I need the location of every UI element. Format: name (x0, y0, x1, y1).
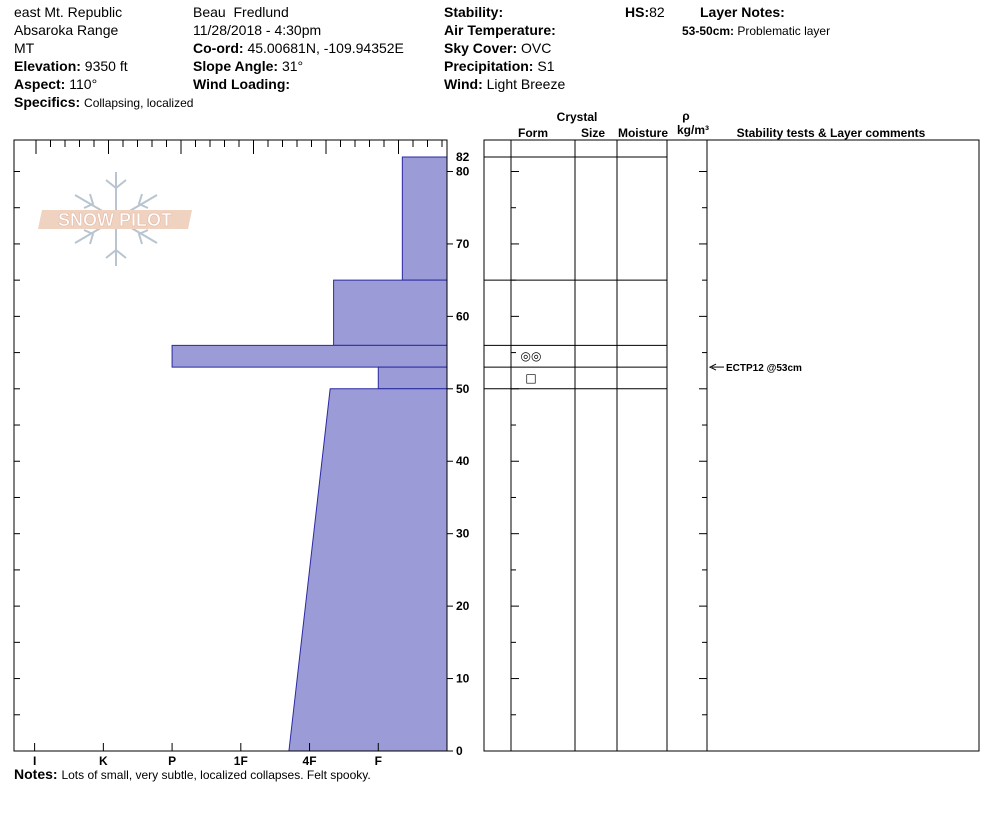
specifics-label: Specifics: (14, 94, 81, 110)
aspect-label: Aspect: (14, 76, 66, 92)
stability-comments-header: Stability tests & Layer comments (737, 126, 926, 140)
hardness-layer-bar (377, 366, 448, 390)
depth-tick-label: 10 (456, 672, 470, 686)
coord-row: Co-ord: 45.00681N, -109.94352E (193, 39, 404, 57)
depth-tick-label: 40 (456, 454, 470, 468)
observer-name: Beau Fredlund (193, 4, 289, 20)
hardness-tick-label: 1F (234, 754, 248, 768)
notes-label: Notes: (14, 766, 58, 782)
aspect-row: Aspect: 110° (14, 75, 97, 93)
depth-tick-label: 0 (456, 744, 463, 758)
precip-row: Precipitation: S1 (444, 57, 554, 75)
size-header: Size (581, 126, 605, 140)
grain-form-symbol: ◎◎ (521, 349, 542, 363)
stability-test-label: ECTP12 @53cm (726, 363, 802, 374)
wind-row: Wind: Light Breeze (444, 75, 565, 93)
density-unit-header: kg/m³ (677, 123, 709, 137)
depth-tick-label: 20 (456, 599, 470, 613)
depth-tick-label: 60 (456, 309, 470, 323)
location-name: east Mt. Republic (14, 4, 123, 20)
layer-table: ◎◎ □ ECTP12 @53cm (483, 139, 980, 752)
hardness-layer-bar (171, 344, 448, 368)
elevation-row: Elevation: 9350 ft (14, 57, 128, 75)
hs-label: HS: (625, 4, 650, 20)
specifics-row: Specifics: Collapsing, localized (14, 93, 193, 112)
wind-loading-label: Wind Loading: (193, 76, 291, 92)
slope-value: 31° (281, 58, 304, 74)
sky-cover-label: Sky Cover: (444, 40, 518, 56)
layer-note-range: 53-50cm: (682, 24, 735, 38)
wind-value: Light Breeze (486, 76, 566, 92)
layer-table-frame (483, 139, 980, 752)
hardness-tick-label: P (168, 754, 176, 768)
grain-form-symbol: □ (525, 371, 536, 385)
notes-text: Lots of small, very subtle, localized co… (61, 768, 371, 782)
layer-note-row: 53-50cm: Problematic layer (682, 22, 830, 40)
density-symbol-header: ρ (682, 109, 689, 123)
stability-label: Stability: (444, 4, 504, 20)
logo-text-band: SNOW PILOT (38, 210, 192, 230)
sky-cover-value: OVC (521, 40, 552, 56)
hardness-tick-label: I (33, 754, 36, 768)
snowpilot-logo: SNOW PILOT (38, 172, 192, 266)
coord-value: 45.00681N, -109.94352E (247, 40, 404, 56)
layer-notes-label: Layer Notes: (700, 4, 785, 20)
hs-row: HS:82 (625, 3, 665, 21)
depth-tick-label: 80 (456, 164, 470, 178)
hardness-layer-bar (401, 156, 448, 281)
mountain-range: Absaroka Range (14, 22, 119, 38)
hardness-tick-label: K (99, 754, 108, 768)
crystal-header: Crystal (557, 110, 598, 124)
depth-tick-label: 70 (456, 237, 470, 251)
slope-row: Slope Angle: 31° (193, 57, 303, 75)
air-temp-row: Air Temperature: (444, 21, 556, 39)
state: MT (14, 40, 35, 56)
layer-note-text: Problematic layer (737, 24, 831, 38)
precip-value: S1 (537, 58, 555, 74)
coord-label: Co-ord: (193, 40, 244, 56)
layer-notes-title: Layer Notes: (700, 3, 785, 21)
depth-tick-label: 30 (456, 527, 470, 541)
wind-loading-row: Wind Loading: (193, 75, 290, 93)
stability-row: Stability: (444, 3, 503, 21)
elevation-label: Elevation: (14, 58, 81, 74)
hardness-tick-label: F (375, 754, 382, 768)
hs-tick-label: 82 (456, 150, 470, 164)
precip-label: Precipitation: (444, 58, 534, 74)
air-temp-label: Air Temperature: (444, 22, 556, 38)
notes-row: Notes: Lots of small, very subtle, local… (14, 766, 371, 782)
hs-value: 82 (649, 4, 665, 20)
moisture-header: Moisture (618, 126, 668, 140)
hardness-layer-bar (288, 388, 448, 752)
observation-datetime: 11/28/2018 - 4:30pm (193, 22, 322, 38)
depth-tick-label: 50 (456, 382, 470, 396)
specifics-value: Collapsing, localized (84, 96, 194, 110)
logo-text: SNOW PILOT (58, 210, 172, 230)
hardness-plot-frame (13, 139, 448, 752)
sky-cover-row: Sky Cover: OVC (444, 39, 551, 57)
stability-test-arrow-head (708, 363, 717, 371)
hardness-tick-label: 4F (303, 754, 317, 768)
slope-label: Slope Angle: (193, 58, 279, 74)
hardness-layer-bar (333, 279, 448, 346)
elevation-value: 9350 ft (84, 58, 128, 74)
form-header: Form (518, 126, 548, 140)
aspect-value: 110° (69, 76, 98, 92)
wind-label: Wind: (444, 76, 483, 92)
